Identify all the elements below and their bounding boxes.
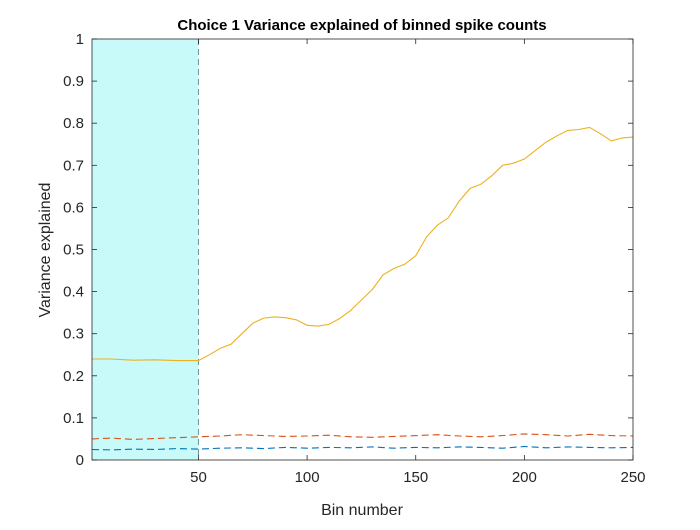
chart-title: Choice 1 Variance explained of binned sp… bbox=[177, 17, 546, 34]
x-tick-label: 200 bbox=[512, 469, 537, 486]
x-tick-label: 100 bbox=[295, 469, 320, 486]
x-tick-label: 150 bbox=[403, 469, 428, 486]
y-tick-label: 0.3 bbox=[63, 326, 84, 343]
tick-layer: 50 100 150 200 250 0 0.1 0.2 0.3 0.4 0.5 0.6 0.7 0.8 0… bbox=[63, 31, 645, 486]
y-tick-label: 0.9 bbox=[63, 73, 84, 90]
x-tick-label: 250 bbox=[620, 469, 645, 486]
y-axis-label: Variance explained bbox=[37, 183, 54, 318]
series-line-1 bbox=[92, 126, 634, 362]
shaded-region bbox=[92, 39, 199, 460]
plot-layer bbox=[91, 39, 634, 460]
x-tick-label: 50 bbox=[190, 469, 207, 486]
y-tick-label: 1 bbox=[76, 31, 84, 48]
y-tick-label: 0.2 bbox=[63, 368, 84, 385]
y-tick-label: 0.7 bbox=[63, 157, 84, 174]
y-tick-label: 0.5 bbox=[63, 242, 84, 259]
y-tick-label: 0.6 bbox=[63, 199, 84, 216]
x-axis-label: Bin number bbox=[321, 502, 403, 519]
y-tick-label: 0.1 bbox=[63, 410, 84, 427]
series-line-3 bbox=[91, 445, 634, 451]
y-tick-label: 0.4 bbox=[63, 284, 84, 301]
y-tick-label: 0 bbox=[76, 452, 84, 469]
y-tick-label: 0.8 bbox=[63, 115, 84, 132]
series-line-2 bbox=[91, 433, 634, 440]
